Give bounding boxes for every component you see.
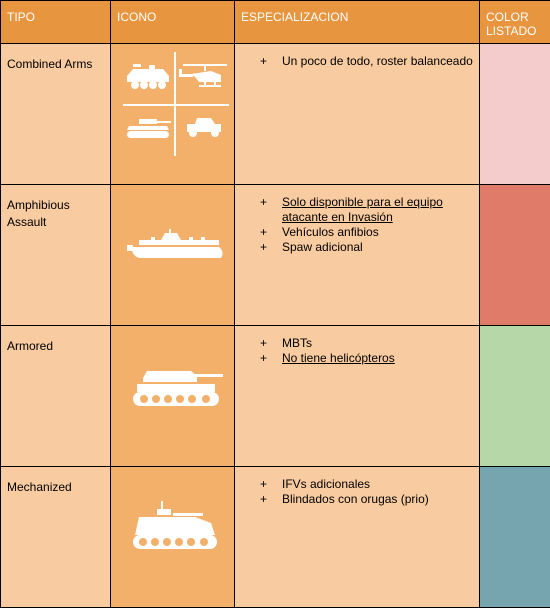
- row-specialization: Solo disponible para el equipo atacante …: [235, 185, 480, 326]
- row-icon-cell: [111, 44, 235, 185]
- row-icon-cell: [111, 185, 235, 326]
- row-color-swatch: [480, 326, 550, 467]
- jeep-icon: [187, 118, 221, 137]
- header-icono: ICONO: [111, 1, 235, 44]
- list-item: Solo disponible para el equipo atacante …: [260, 195, 473, 225]
- table-row: Mechanized IFVs adicionales Blindad: [1, 467, 550, 608]
- small-tank-icon: [127, 119, 171, 138]
- combined-arms-icon: [111, 44, 235, 172]
- row-type-label: Mechanized: [1, 467, 111, 608]
- tank-icon: [111, 326, 235, 454]
- table-row: Amphibious Assault Solo disponible para …: [1, 185, 550, 326]
- row-specialization: Un poco de todo, roster balanceado: [235, 44, 480, 185]
- list-item: MBTs: [260, 336, 473, 351]
- list-item: No tiene helicópteros: [260, 351, 473, 366]
- row-type-label: Combined Arms: [1, 44, 111, 185]
- header-especializacion: ESPECIALIZACION: [235, 1, 480, 44]
- header-color-listado: COLOR LISTADO: [480, 1, 550, 44]
- row-icon-cell: [111, 467, 235, 608]
- row-icon-cell: [111, 326, 235, 467]
- header-row: TIPO ICONO ESPECIALIZACION COLOR LISTADO: [1, 1, 550, 44]
- row-color-swatch: [480, 44, 550, 185]
- list-item: Blindados con orugas (prio): [260, 492, 473, 507]
- header-tipo: TIPO: [1, 1, 111, 44]
- list-item: Vehículos anfibios: [260, 225, 473, 240]
- list-item: Spaw adicional: [260, 240, 473, 255]
- list-item: Un poco de todo, roster balanceado: [260, 54, 473, 69]
- row-color-swatch: [480, 185, 550, 326]
- list-item: IFVs adicionales: [260, 477, 473, 492]
- helicopter-icon: [179, 64, 227, 87]
- table-row: Combined Arms: [1, 44, 550, 185]
- row-color-swatch: [480, 467, 550, 608]
- row-type-label: Amphibious Assault: [1, 185, 111, 326]
- row-specialization: IFVs adicionales Blindados con orugas (p…: [235, 467, 480, 608]
- assault-boat-icon: [111, 185, 235, 313]
- table-row: Armored MBTs No tiene helicópteros: [1, 326, 550, 467]
- apc-icon: [127, 64, 169, 89]
- row-type-label: Armored: [1, 326, 111, 467]
- row-specialization: MBTs No tiene helicópteros: [235, 326, 480, 467]
- ifv-icon: [111, 467, 235, 595]
